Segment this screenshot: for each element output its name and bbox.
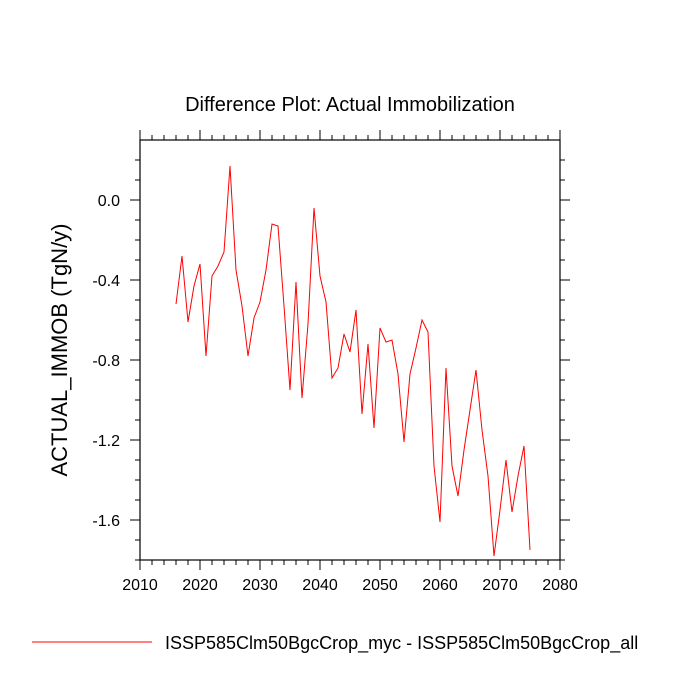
y-tick-label: -1.2 (92, 433, 120, 450)
plot-area: 2010 2020 2030 2040 2050 2060 2070 2080 0.0 -0.4 -… (92, 130, 578, 594)
x-tick-label: 2080 (542, 577, 578, 594)
series-line (175, 165, 531, 557)
x-tick-label: 2020 (182, 577, 218, 594)
legend-entry-label: ISSP585Clm50BgcCrop_myc - ISSP585Clm50Bg… (165, 633, 638, 654)
x-tick-label: 2050 (362, 577, 398, 594)
plot-frame (139, 139, 561, 561)
y-tick-label: 0.0 (98, 193, 120, 210)
y-tick-label: -0.8 (92, 353, 120, 370)
legend: ISSP585Clm50BgcCrop_myc - ISSP585Clm50Bg… (32, 633, 638, 654)
x-tick-label: 2060 (422, 577, 458, 594)
x-tick-label: 2010 (122, 577, 158, 594)
x-tick-label: 2030 (242, 577, 278, 594)
x-tick-label: 2070 (482, 577, 518, 594)
y-axis-label: ACTUAL_IMMOB (TgN/y) (47, 223, 72, 476)
y-tick-label: -1.6 (92, 513, 120, 530)
y-tick-label: -0.4 (92, 273, 120, 290)
x-tick-label: 2040 (302, 577, 338, 594)
chart-title: Difference Plot: Actual Immobilization (185, 94, 515, 116)
